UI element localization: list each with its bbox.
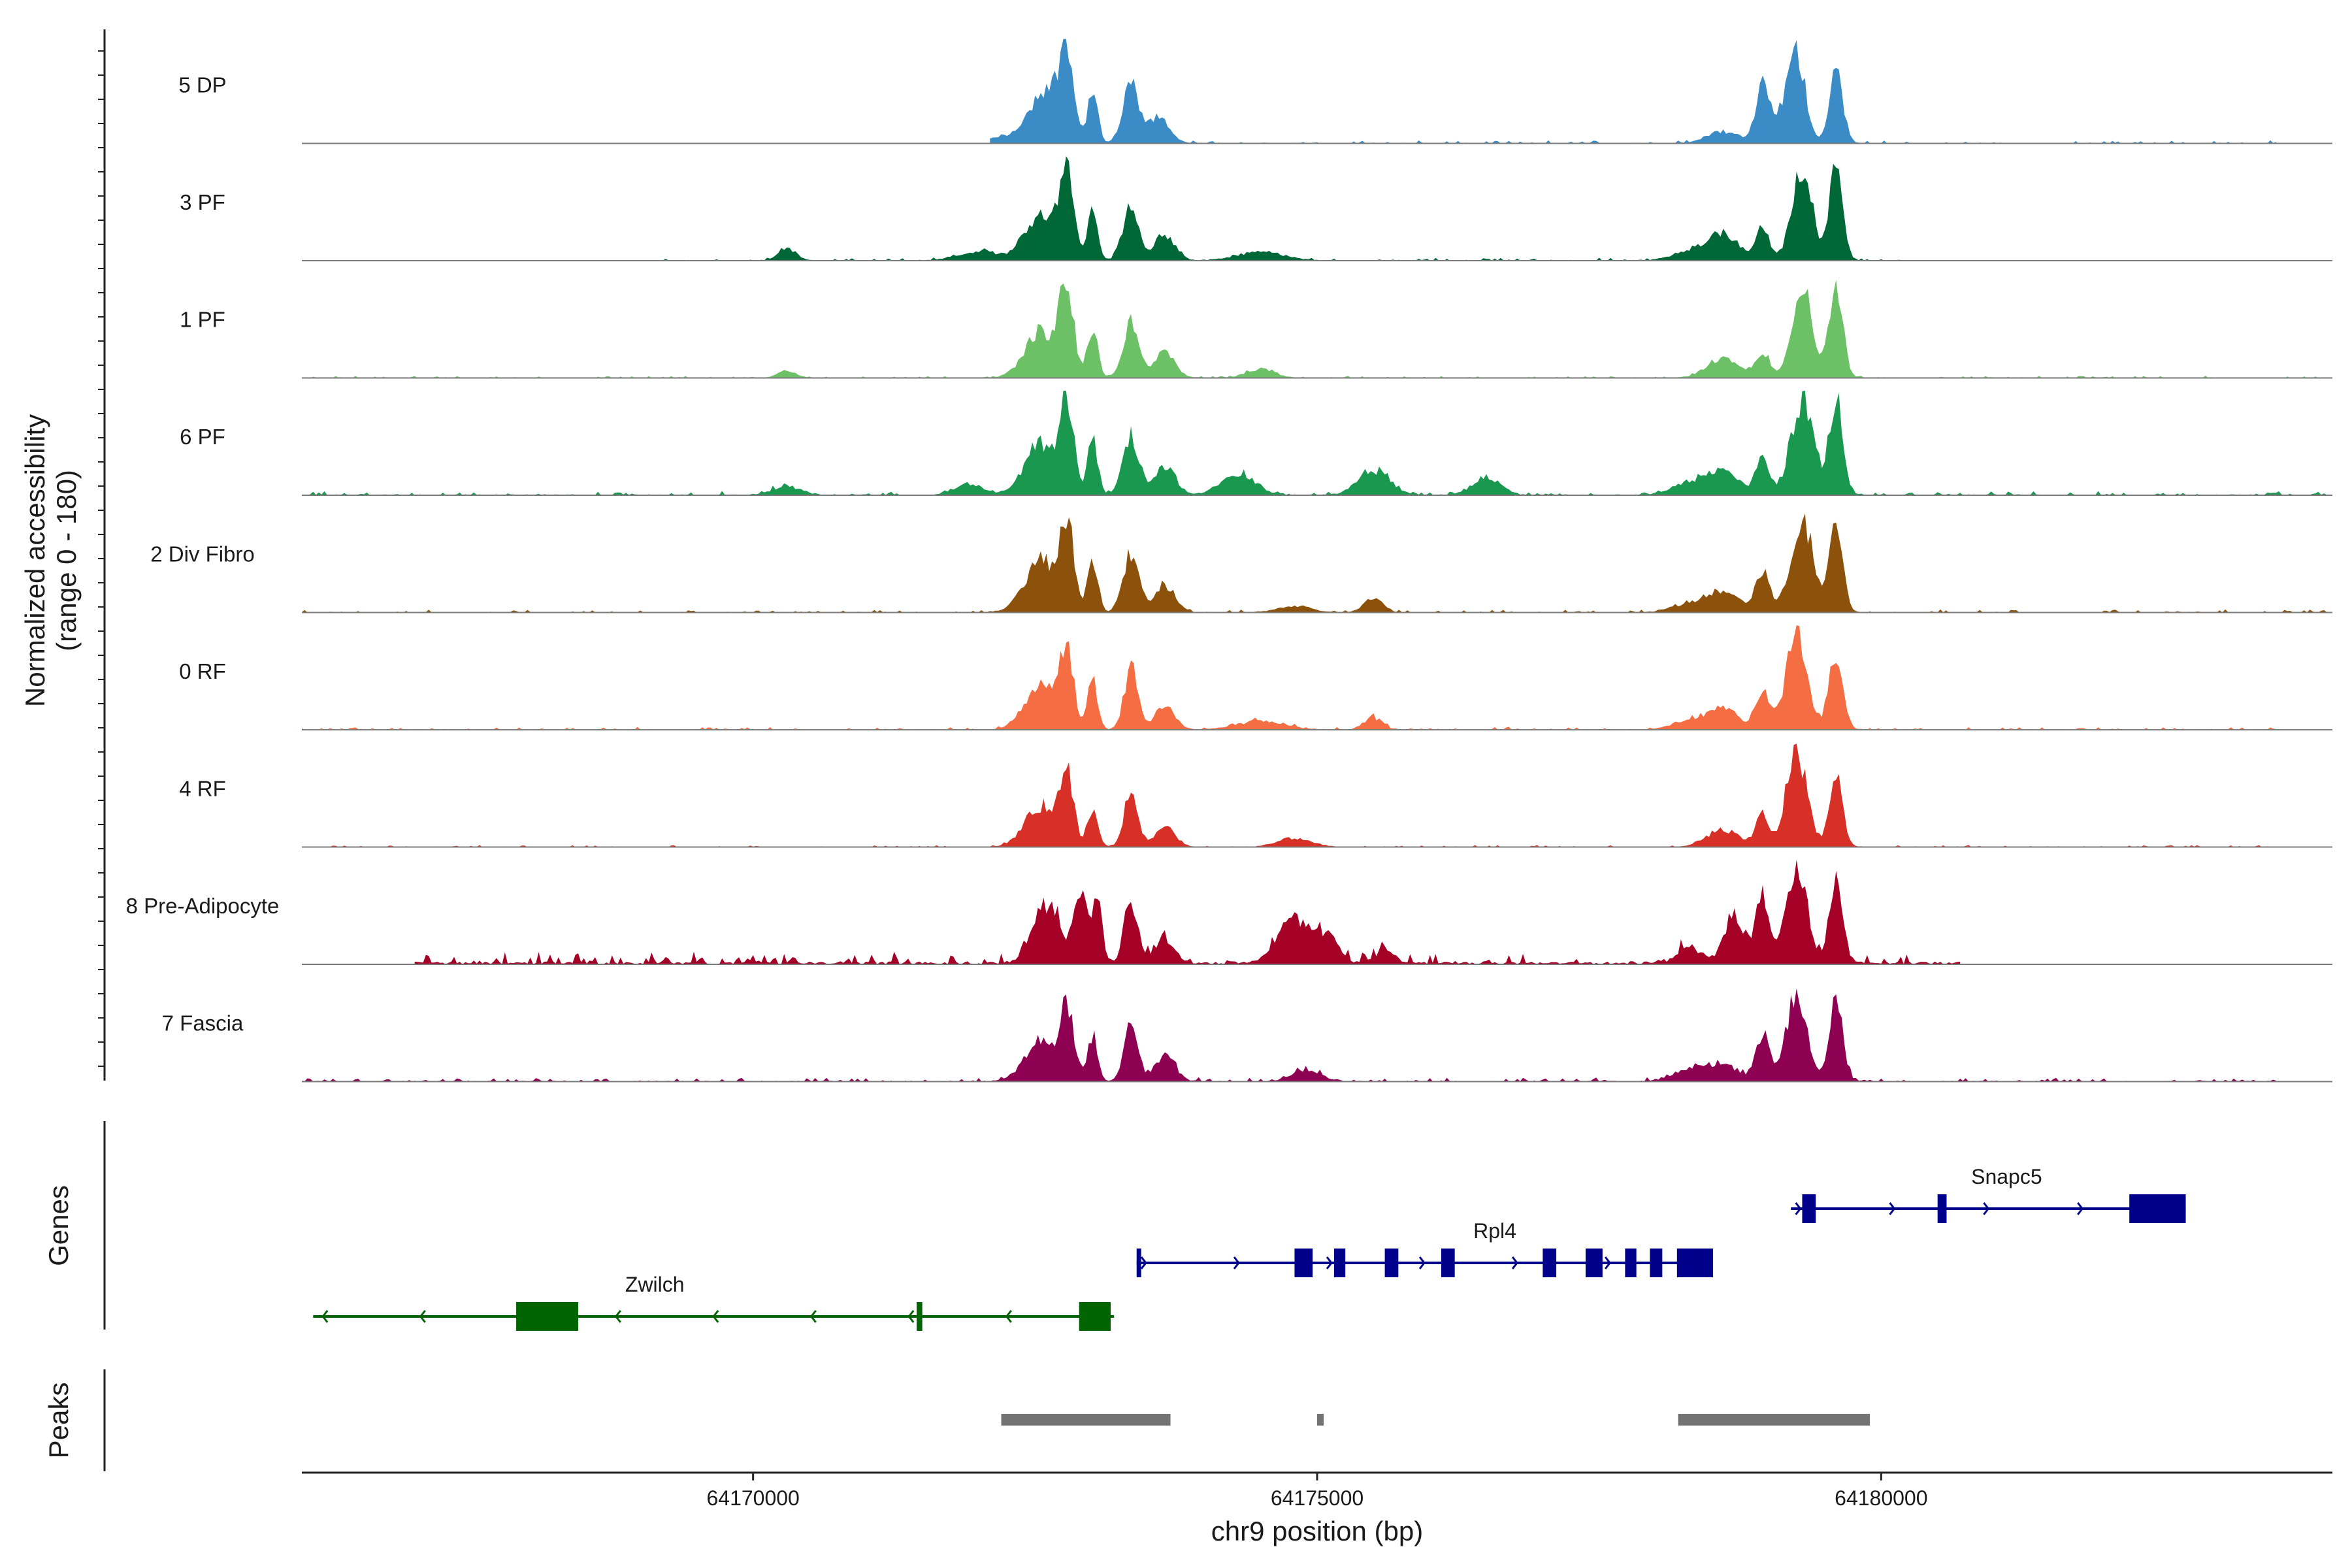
x-tick-label: 64170000 — [706, 1486, 799, 1510]
track-2-div-fibro: 2 Div Fibro — [150, 514, 2332, 613]
peaks-panel-label: Peaks — [43, 1382, 74, 1459]
x-tick-label: 64180000 — [1835, 1486, 1927, 1510]
coverage-area — [302, 391, 2332, 495]
track-label: 4 RF — [179, 777, 226, 801]
strand-arrow — [1005, 1310, 1012, 1323]
strand-arrow — [907, 1310, 915, 1323]
track-label: 8 Pre-Adipocyte — [126, 894, 280, 918]
exon — [1543, 1249, 1557, 1277]
track-4-rf: 4 RF — [179, 743, 2332, 848]
peak-region — [1317, 1414, 1324, 1426]
strand-arrow — [2077, 1202, 2084, 1215]
exon — [1585, 1249, 1603, 1277]
strand-arrow — [809, 1310, 817, 1323]
track-5-dp: 5 DP — [178, 39, 2332, 144]
gene-snapc5: Snapc5 — [1791, 1165, 2186, 1223]
x-axis: 64170000 64175000 64180000 chr9 position (b… — [302, 1471, 2332, 1546]
exon — [1333, 1249, 1346, 1277]
y-axis-title-line1: Normalized accessibility — [20, 414, 50, 707]
strand-arrow — [1604, 1256, 1611, 1269]
exon — [1079, 1302, 1111, 1331]
y-axis-title: Normalized accessibility(range 0 - 180) — [20, 414, 82, 707]
peaks-panel: Peaks — [43, 1369, 1870, 1471]
gene-rpl4: Rpl4 — [1136, 1219, 1714, 1277]
track-7-fascia: 7 Fascia — [162, 988, 2332, 1083]
track-0-rf: 0 RF — [179, 625, 2332, 730]
track-label: 3 PF — [180, 190, 225, 214]
genes-panel-label: Genes — [43, 1185, 74, 1266]
coverage-area — [302, 514, 2332, 613]
track-3-pf: 3 PF — [180, 156, 2332, 261]
strand-arrow — [1140, 1256, 1147, 1269]
gene-zwilch: Zwilch — [313, 1273, 1115, 1331]
strand-arrow — [1511, 1256, 1518, 1269]
exon — [1937, 1194, 1947, 1223]
strand-arrow — [614, 1310, 621, 1323]
strand-arrow — [1889, 1202, 1896, 1215]
exon — [1625, 1249, 1637, 1277]
track-label: 2 Div Fibro — [150, 542, 255, 566]
track-1-pf: 1 PF — [180, 280, 2332, 379]
track-label: 6 PF — [180, 425, 225, 449]
strand-arrow — [1233, 1256, 1240, 1269]
coverage-area — [990, 39, 2276, 144]
coverage-area — [302, 743, 2276, 847]
peak-region — [1001, 1414, 1171, 1426]
track-label: 0 RF — [179, 659, 226, 683]
exon — [1650, 1249, 1663, 1277]
coverage-area — [302, 625, 2276, 730]
gene-label: Snapc5 — [1971, 1165, 2042, 1188]
peak-region — [1678, 1414, 1870, 1426]
y-axis-title-line2: (range 0 - 180) — [51, 470, 82, 651]
track-label: 1 PF — [180, 308, 225, 332]
strand-arrow — [1326, 1256, 1333, 1269]
strand-arrow — [712, 1310, 719, 1323]
coverage-area — [414, 860, 1961, 964]
coverage-area — [302, 988, 2276, 1082]
gene-label: Rpl4 — [1473, 1219, 1516, 1243]
strand-arrow — [419, 1310, 426, 1323]
exon — [1441, 1249, 1455, 1277]
exon — [917, 1302, 923, 1331]
strand-arrow — [1983, 1202, 1990, 1215]
exon — [1384, 1249, 1399, 1277]
x-tick-label: 64175000 — [1271, 1486, 1364, 1510]
strand-arrow — [321, 1310, 329, 1323]
gene-label: Zwilch — [625, 1273, 685, 1296]
coverage-area — [651, 156, 1904, 261]
exon — [1294, 1249, 1313, 1277]
exon — [1676, 1249, 1714, 1277]
coverage-area — [302, 280, 2332, 378]
track-8-pre-adipocyte: 8 Pre-Adipocyte — [126, 860, 2332, 965]
genes-panel: Genes Zwilch Rpl4 Snapc5 — [43, 1121, 2186, 1331]
exon — [1136, 1249, 1141, 1277]
coverage-tracks: 5 DP 3 PF 1 PF 6 PF 2 Div Fibro 0 RF 4 RF 8 Pre… — [126, 39, 2332, 1083]
x-axis-title: chr9 position (bp) — [1211, 1516, 1424, 1546]
track-label: 7 Fascia — [162, 1011, 244, 1036]
strand-arrow — [1418, 1256, 1426, 1269]
exon — [2129, 1194, 2186, 1223]
track-label: 5 DP — [178, 73, 226, 97]
exon — [516, 1302, 579, 1331]
track-6-pf: 6 PF — [180, 391, 2332, 496]
axis-labels: Normalized accessibility(range 0 - 180) — [20, 29, 106, 1081]
exon — [1802, 1194, 1816, 1223]
strand-arrow — [1795, 1202, 1802, 1215]
